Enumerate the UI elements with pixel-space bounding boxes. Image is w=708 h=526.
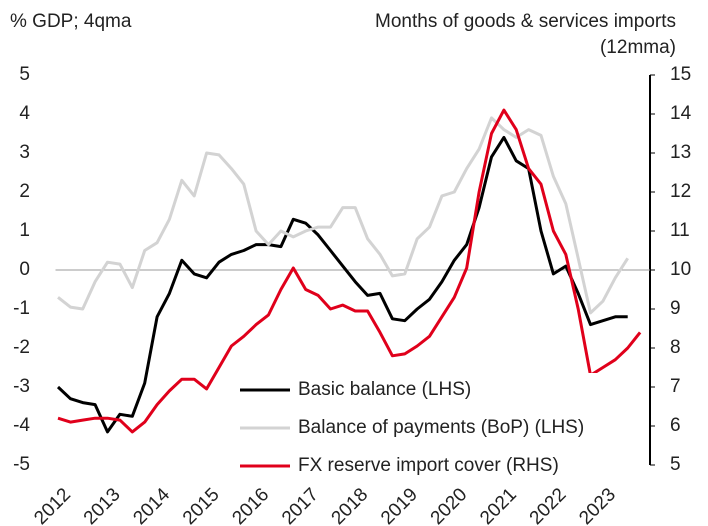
y-tick-label: 3 xyxy=(19,142,30,163)
x-tick-label: 2012 xyxy=(30,484,75,526)
x-tick-label: 2017 xyxy=(278,484,323,526)
y-tick-label: 0 xyxy=(19,259,30,280)
legend-label: Balance of payments (BoP) (LHS) xyxy=(298,417,584,438)
y-tick-label: -1 xyxy=(13,298,30,319)
y2-tick-label: 8 xyxy=(670,337,681,358)
x-tick-label: 2013 xyxy=(80,484,125,526)
y-tick-label: 4 xyxy=(19,103,30,124)
x-tick-label: 2014 xyxy=(129,484,174,526)
x-tick-label: 2020 xyxy=(427,484,472,526)
legend-bg xyxy=(232,373,627,407)
y2-tick-label: 11 xyxy=(670,220,690,241)
y2-tick-label: 5 xyxy=(670,454,681,475)
y-tick-label: -2 xyxy=(13,337,30,358)
x-tick-label: 2015 xyxy=(179,484,224,526)
series-line xyxy=(57,108,642,434)
y-axis-label: % GDP; 4qma xyxy=(10,11,132,32)
series-line xyxy=(56,135,628,434)
y2-axis-label: Months of goods & services imports xyxy=(375,11,676,32)
x-tick-label: 2019 xyxy=(377,484,422,526)
y2-tick-label: 7 xyxy=(670,376,681,397)
y-tick-label: -4 xyxy=(13,415,30,436)
y-tick-label: -5 xyxy=(13,454,30,475)
legend-bg xyxy=(232,411,627,445)
x-tick-label: 2018 xyxy=(328,484,373,526)
x-tick-label: 2021 xyxy=(476,484,521,526)
y-tick-label: 1 xyxy=(19,220,30,241)
y2-tick-label: 9 xyxy=(670,298,681,319)
y2-tick-label: 6 xyxy=(670,415,681,436)
x-tick-label: 2023 xyxy=(575,484,620,526)
x-tick-label: 2022 xyxy=(526,484,571,526)
y2-tick-label: 15 xyxy=(670,64,691,85)
y2-tick-label: 10 xyxy=(670,259,691,280)
y-tick-label: 5 xyxy=(19,64,30,85)
y-tick-label: 2 xyxy=(19,181,30,202)
y-tick-label: -3 xyxy=(13,376,30,397)
y2-tick-label: 14 xyxy=(670,103,692,124)
legend-label: Basic balance (LHS) xyxy=(298,379,471,400)
y2-tick-label: 12 xyxy=(670,181,691,202)
x-tick-label: 2016 xyxy=(228,484,273,526)
y2-tick-label: 13 xyxy=(670,142,691,163)
legend-label: FX reserve import cover (RHS) xyxy=(298,455,559,476)
y2-axis-label: (12mma) xyxy=(600,37,676,58)
series-line xyxy=(57,116,629,315)
legend-bg xyxy=(232,449,627,483)
